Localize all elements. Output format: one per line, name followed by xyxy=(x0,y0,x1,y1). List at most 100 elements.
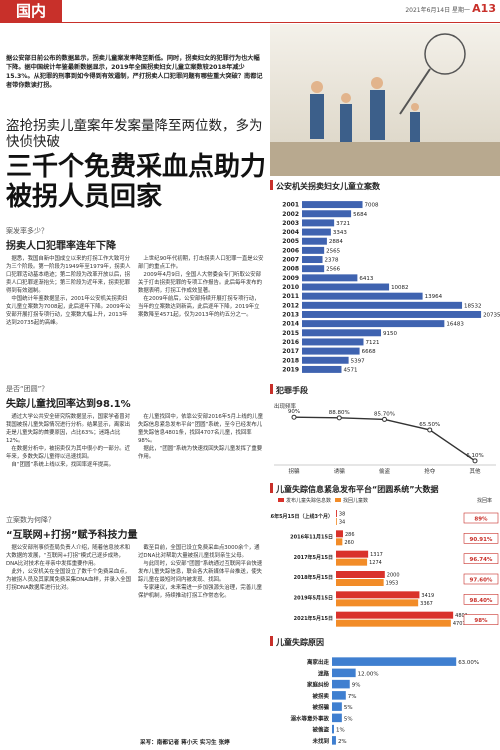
title-marker xyxy=(270,483,273,493)
rate-box xyxy=(463,614,499,625)
category-label: 溺水等意外事故 xyxy=(290,714,329,722)
rate-box xyxy=(463,594,499,605)
paragraph: 专家建议，未来需进一步加强源头治理，完善儿童保护机制，持续推动打拐工作常态化。 xyxy=(138,585,262,599)
paragraph: 2009年4月9日，全国人大常委会专门听取公安部关于打击拐卖犯罪的专项工作报告。… xyxy=(138,272,262,294)
chart-title: 犯罪手段 xyxy=(275,385,308,395)
bar xyxy=(332,724,334,734)
rate-label: 98.40% xyxy=(470,598,493,604)
category-label: 2017 xyxy=(282,348,299,355)
bar xyxy=(336,571,385,578)
category-label: 2004 xyxy=(282,229,299,236)
category-label: 2018 xyxy=(282,357,299,364)
bar xyxy=(332,713,342,723)
paragraph: 上世纪90年代初期，打击拐卖人口犯罪一直是公安部门的重点工作。 xyxy=(138,256,264,270)
x-tick-label: 抢夺 xyxy=(424,467,436,475)
paragraph: 在儿童找回中，依靠公安部2016年5月上线的儿童失踪信息紧急发布平台“团圆”系统… xyxy=(138,414,263,444)
header-bar: 国内 2021年6月14日 星期一 A13 xyxy=(0,0,500,23)
section-body: 据公安部刑事侦查局负责人介绍，随着信息技术和大数据的发展，“互联网+打拐”模式已… xyxy=(6,544,264,744)
legend-swatch xyxy=(278,498,284,502)
bar xyxy=(302,256,323,264)
value-label: 5397 xyxy=(351,358,365,364)
value-label: 85.70% xyxy=(374,411,395,417)
bar xyxy=(336,591,420,599)
category-label: 2014 xyxy=(282,321,299,328)
bar xyxy=(302,283,390,291)
point xyxy=(382,416,387,422)
rate-box xyxy=(463,573,499,585)
bar xyxy=(336,510,337,517)
value-label: 5% xyxy=(344,716,353,722)
bar xyxy=(336,538,343,546)
category-label: 2016 xyxy=(282,339,299,346)
bar xyxy=(302,265,325,273)
bar xyxy=(302,201,363,209)
rate-box xyxy=(463,553,499,564)
bar xyxy=(302,310,482,318)
category-label: 2010 xyxy=(282,284,299,291)
title-marker xyxy=(270,636,273,646)
section: 立案数为何降？ “互联网+打拐”赋予科技力量 据公安部刑事侦查局负责人介绍，随着信息… xyxy=(6,515,264,741)
section-title: 失踪儿童找回率达到98.1% xyxy=(6,399,131,410)
section-title: 拐卖人口犯罪率连年下降 xyxy=(6,241,116,252)
value-label: 7121 xyxy=(365,340,379,346)
category-label: 2001 xyxy=(282,202,299,209)
value-label: 5684 xyxy=(353,212,367,218)
bar xyxy=(302,338,364,346)
value-label: 2884 xyxy=(329,239,343,245)
value-label: 2% xyxy=(338,739,347,745)
value-label: 1317 xyxy=(370,552,383,558)
section-body: 据悉，我国自新中国成立以来的打拐工作大致可分为三个阶段。第一阶段为1949年至1… xyxy=(6,255,264,381)
chart-title: 公安机关拐卖妇女儿童立案数 xyxy=(276,181,381,191)
legend-label: 找回率 xyxy=(477,497,492,504)
value-label: 9150 xyxy=(383,331,397,337)
paragraph: 据公安部刑事侦查局负责人介绍，随着信息技术和大数据的发展，“互联网+打拐”模式已… xyxy=(6,545,130,567)
x-tick-label: 诱骗 xyxy=(334,467,346,475)
category-label: 2002 xyxy=(282,211,299,218)
value-label: 1953 xyxy=(386,581,399,587)
bar xyxy=(302,246,325,254)
value-label: 286 xyxy=(345,532,355,538)
value-label: 4571 xyxy=(343,367,357,373)
bar xyxy=(302,347,360,355)
title-marker xyxy=(270,384,273,394)
bar xyxy=(332,736,336,745)
category-label: 2007 xyxy=(282,257,299,264)
category-label: 2008 xyxy=(282,266,299,273)
bar xyxy=(336,599,419,607)
category-label: 2003 xyxy=(282,220,299,227)
category-label: 2016年11月15日 xyxy=(290,534,333,541)
title-marker xyxy=(270,180,273,190)
value-label: 13964 xyxy=(425,294,443,300)
value-label: 2378 xyxy=(325,258,339,264)
value-label: 88.80% xyxy=(329,410,350,416)
legend-swatch xyxy=(335,498,342,502)
bar xyxy=(336,611,454,619)
bar xyxy=(336,558,368,566)
value-label: 20735 xyxy=(483,312,500,318)
x-tick-label: 偷盗 xyxy=(379,467,391,475)
category-label: 离家出走 xyxy=(307,658,330,666)
rate-box xyxy=(463,512,499,524)
rate-label: 96.74% xyxy=(470,557,493,563)
value-label: 2566 xyxy=(326,267,340,273)
category-label: 未找到 xyxy=(311,737,329,745)
section: 是否“团圆”？ 失踪儿童找回率达到98.1% 通过大学公共安全研究院数据显示，国家学… xyxy=(6,384,264,512)
category-label: 2021年5月15日 xyxy=(294,615,333,622)
value-label: 4707 xyxy=(453,621,466,627)
section-kicker: 案发率多少？ xyxy=(6,227,48,235)
x-tick-label: 拐骗 xyxy=(288,467,300,475)
bar xyxy=(336,619,451,627)
value-label: 3419 xyxy=(421,593,434,599)
value-label: 1% xyxy=(336,728,345,734)
value-label: 18532 xyxy=(464,303,482,309)
point xyxy=(336,415,342,421)
value-label: 7008 xyxy=(365,203,379,209)
category-label: 2019 xyxy=(282,366,299,373)
rate-label: 90.91% xyxy=(470,537,493,543)
paragraph: 中国统计年鉴数据显示，2001年公安机关拐卖妇女儿童立案数为7008起，此后逐年… xyxy=(6,296,131,326)
category-label: 2015 xyxy=(282,330,299,337)
section-tag: 国内 xyxy=(0,0,62,22)
value-label: 5% xyxy=(344,705,353,711)
